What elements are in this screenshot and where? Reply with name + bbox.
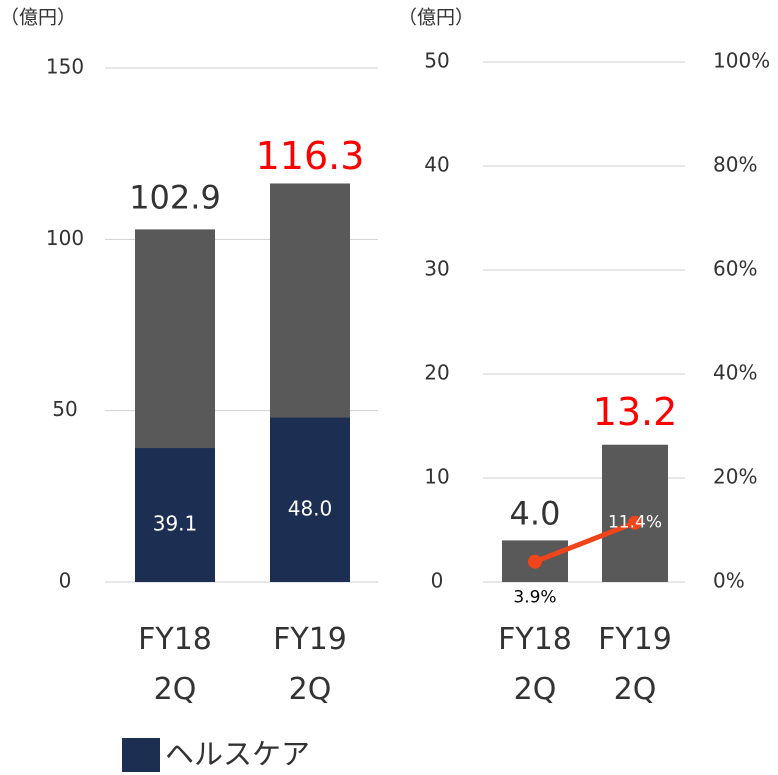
y-tick-label: 50 — [424, 49, 449, 73]
y2-tick-label: 100% — [713, 49, 770, 73]
legend-label: ヘルスケア — [165, 737, 310, 771]
y-tick-label: 150 — [46, 55, 84, 79]
y2-tick-label: 20% — [713, 465, 757, 489]
y2-tick-label: 40% — [713, 361, 757, 385]
unit-label: （億円） — [0, 7, 76, 29]
total-label: 102.9 — [129, 178, 221, 216]
x-tick-label: FY19 2Q — [598, 622, 672, 707]
data-label: 13.2 — [593, 390, 678, 434]
bar — [135, 448, 215, 582]
bar — [135, 229, 215, 449]
data-label: 11.4% — [608, 513, 662, 533]
data-label: 3.9% — [513, 588, 556, 608]
line — [534, 520, 636, 565]
bar — [270, 417, 350, 582]
y2-tick-label: 80% — [713, 153, 757, 177]
legend-swatch — [122, 738, 160, 772]
y-tick-label: 0 — [59, 569, 72, 593]
total-label: 116.3 — [256, 134, 365, 178]
data-label: 48.0 — [288, 496, 333, 520]
bar — [602, 444, 668, 582]
x-tick-label: FY19 2Q — [273, 622, 347, 707]
line-point — [528, 554, 542, 569]
y-tick-label: 50 — [52, 397, 77, 421]
y-tick-label: 20 — [424, 361, 449, 385]
y2-tick-label: 60% — [713, 257, 757, 281]
data-label: 4.0 — [510, 494, 561, 532]
y-tick-label: 100 — [46, 226, 84, 250]
x-tick-label: FY18 2Q — [138, 622, 212, 707]
unit-label: （億円） — [398, 7, 474, 29]
y-tick-label: 0 — [431, 569, 444, 593]
y-tick-label: 10 — [424, 465, 449, 489]
y-tick-label: 30 — [424, 257, 449, 281]
x-tick-label: FY18 2Q — [498, 622, 572, 707]
y2-tick-label: 0% — [713, 569, 745, 593]
line-point — [628, 515, 642, 530]
data-label: 39.1 — [153, 512, 198, 536]
y-tick-label: 40 — [424, 153, 449, 177]
bar — [270, 183, 350, 418]
